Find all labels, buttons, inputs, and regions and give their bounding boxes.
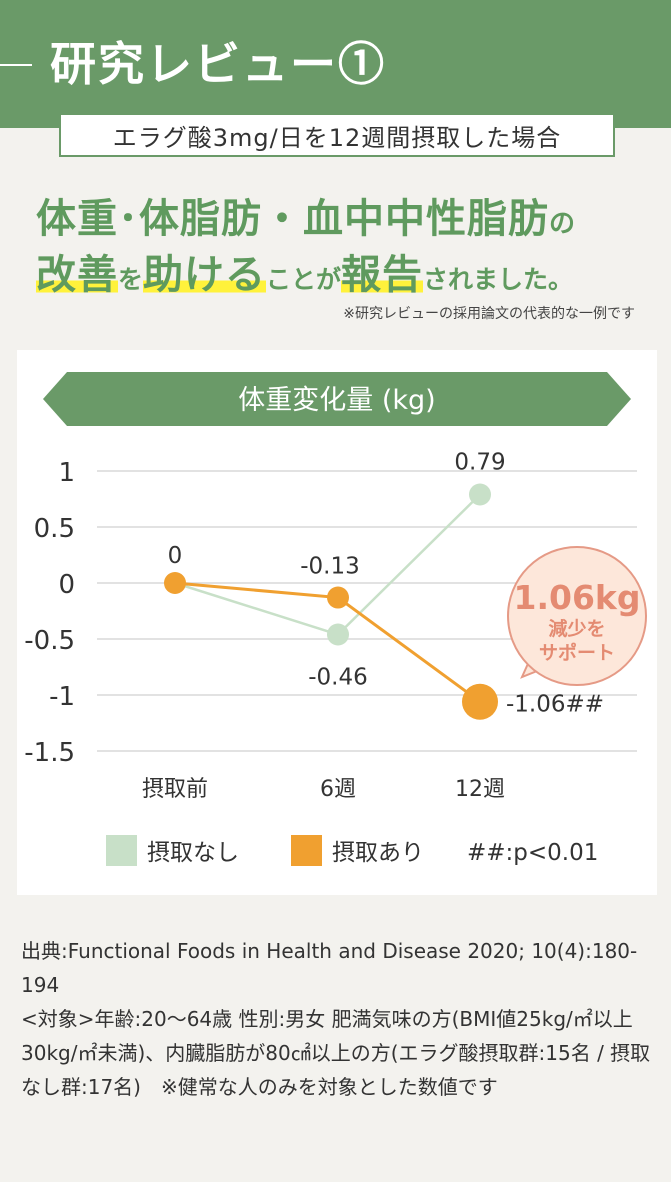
y-tick-label: 0 bbox=[58, 570, 75, 600]
source-citation: 出典:Functional Foods in Health and Diseas… bbox=[21, 934, 651, 1104]
reduction-callout: 1.06kg 減少を サポート bbox=[507, 546, 647, 686]
headline-ending: されました。 bbox=[423, 265, 574, 294]
data-point bbox=[327, 623, 349, 646]
callout-value: 1.06kg bbox=[514, 578, 641, 617]
y-tick-label: 0.5 bbox=[34, 514, 75, 544]
data-label: 0 bbox=[168, 543, 183, 569]
headline-body-fat: 体脂肪 bbox=[139, 196, 262, 242]
headline-line-2: 改善を助けることが報告されました。 bbox=[36, 242, 573, 300]
headline-report: 報告 bbox=[341, 252, 424, 298]
callout-bubble bbox=[507, 546, 647, 686]
legend-swatch bbox=[106, 835, 137, 866]
headline-particle: の bbox=[549, 209, 577, 239]
y-tick-label: -1 bbox=[49, 682, 75, 712]
study-condition-label: エラグ酸3mg/日を12週間摂取した場合 bbox=[59, 113, 615, 157]
headline-particle-wo: を bbox=[118, 265, 144, 294]
chart-title: 体重変化量 (kg) bbox=[238, 385, 435, 416]
chart-card: 体重変化量 (kg) 1 0.5 0 -0.5 -1 -1.5 摂取前 6週 12週 -0.4… bbox=[17, 350, 657, 895]
data-point bbox=[469, 483, 491, 506]
headline-line-1: 体重･体脂肪・血中中性脂肪の bbox=[36, 186, 576, 244]
headline-triglyceride: 血中中性脂肪 bbox=[303, 196, 549, 242]
callout-line-2: サポート bbox=[539, 641, 615, 664]
page-title: 研究レビュー① bbox=[50, 37, 386, 91]
chart-title-ribbon bbox=[43, 372, 631, 426]
data-point bbox=[462, 683, 498, 720]
legend-label: 摂取なし bbox=[147, 840, 239, 866]
legend-swatch bbox=[291, 835, 322, 866]
data-label: -0.13 bbox=[300, 554, 360, 580]
headline-help: 助ける bbox=[143, 252, 267, 298]
headline-weight: 体重 bbox=[36, 196, 118, 242]
data-label: -1.06## bbox=[506, 692, 604, 718]
x-tick-label: 12週 bbox=[455, 777, 505, 802]
data-point bbox=[327, 586, 349, 609]
significance-note: ##:p<0.01 bbox=[467, 840, 598, 866]
source-subjects: <対象>年齢:20〜64歳 性別:男女 肥満気味の方(BMI値25kg/㎡以上3… bbox=[21, 1007, 651, 1099]
representative-example-note: ※研究レビューの採用論文の代表的な一例です bbox=[343, 306, 635, 322]
y-tick-label: -0.5 bbox=[24, 626, 75, 656]
headline-dot-1: ･ bbox=[118, 196, 139, 242]
data-point bbox=[164, 572, 186, 594]
data-label: -0.46 bbox=[308, 665, 368, 691]
headline-improvement: 改善 bbox=[36, 252, 118, 298]
legend-label: 摂取あり bbox=[332, 840, 424, 866]
x-tick-label: 摂取前 bbox=[142, 777, 208, 802]
header-band: 研究レビュー① bbox=[0, 0, 671, 128]
header-accent-line bbox=[0, 64, 32, 66]
callout-line-1: 減少を bbox=[548, 617, 605, 640]
x-tick-label: 6週 bbox=[320, 777, 356, 802]
headline-particle-kotoga: ことが bbox=[266, 265, 342, 294]
data-label: 0.79 bbox=[454, 450, 505, 476]
source-reference: 出典:Functional Foods in Health and Diseas… bbox=[21, 939, 638, 997]
y-tick-label: 1 bbox=[58, 458, 75, 488]
y-tick-label: -1.5 bbox=[24, 738, 75, 768]
headline-dot-2: ・ bbox=[262, 196, 303, 242]
weight-change-chart: 体重変化量 (kg) 1 0.5 0 -0.5 -1 -1.5 摂取前 6週 12週 -0.4… bbox=[24, 372, 647, 866]
